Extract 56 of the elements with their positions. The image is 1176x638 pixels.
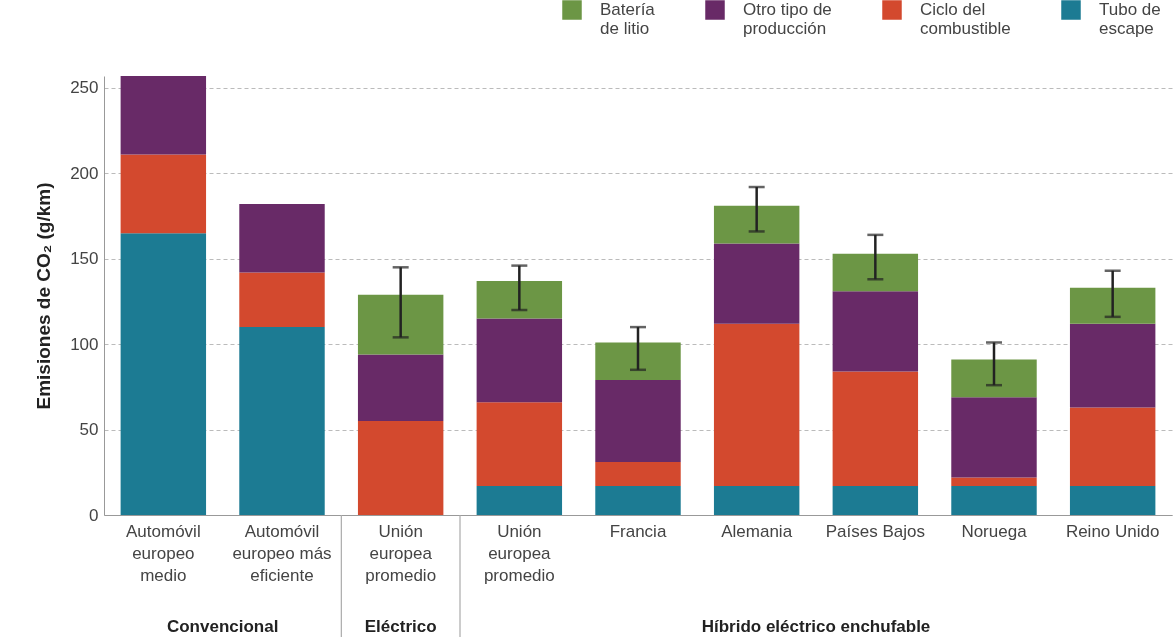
y-tick-label: 250 [70,78,99,98]
bar [832,485,919,515]
bar [1069,407,1156,486]
x-tick-label: Países Bajos [825,521,925,541]
bar [832,291,919,372]
x-tick-label: Unión europea promedio [483,521,555,585]
x-tick-label: Unión europea promedio [365,521,437,585]
bar [1069,485,1156,515]
bar [951,477,1037,486]
bar [239,272,325,328]
bar [832,253,919,292]
legend-label: Tubo de escape [1099,0,1161,38]
bar [713,205,800,244]
bar [357,421,444,515]
bar [239,204,325,273]
y-tick-label: 150 [70,249,99,269]
text: Eléctrico [364,617,437,636]
bar [357,294,444,355]
bar [239,327,325,515]
bar [1069,287,1156,324]
bar [595,485,681,515]
x-tick-label: Reino Unido [1065,521,1160,541]
bar [951,359,1037,398]
bar [951,485,1037,515]
text: Convencional [166,617,279,636]
bar [1069,323,1156,408]
bar [713,485,800,515]
bar [713,323,800,486]
y-tick-label: 200 [70,163,99,183]
bar [476,280,563,319]
x-tick-label: Francia [609,521,667,541]
x-tick-label: Automóvil europeo medio [126,521,201,585]
x-tick-label: Alemania [721,521,793,541]
bar [595,380,681,463]
y-tick-label: 50 [79,420,99,440]
legend-label: Otro tipo de producción [743,0,832,38]
bar [476,318,563,403]
bar [595,342,681,381]
bar [713,243,800,324]
legend-label: Batería de litio [600,0,656,38]
bar [951,397,1037,478]
x-tick-label: Noruega [961,521,1028,541]
legend-label: Ciclo del combustible [920,0,1011,38]
bar [357,354,444,422]
bar [476,485,563,515]
y-tick-label: 100 [70,334,99,354]
bar [832,371,919,486]
bar [120,154,207,234]
bar [120,76,207,155]
y-axis-title: Emisiones de CO₂ (g/km) [33,182,55,410]
bar [120,233,207,515]
bar [476,402,563,486]
text: Híbrido eléctrico enchufable [701,617,931,636]
bar [595,462,681,486]
x-tick-label: Automóvil europeo más eficiente [232,521,332,585]
y-tick-label: 0 [89,505,99,525]
